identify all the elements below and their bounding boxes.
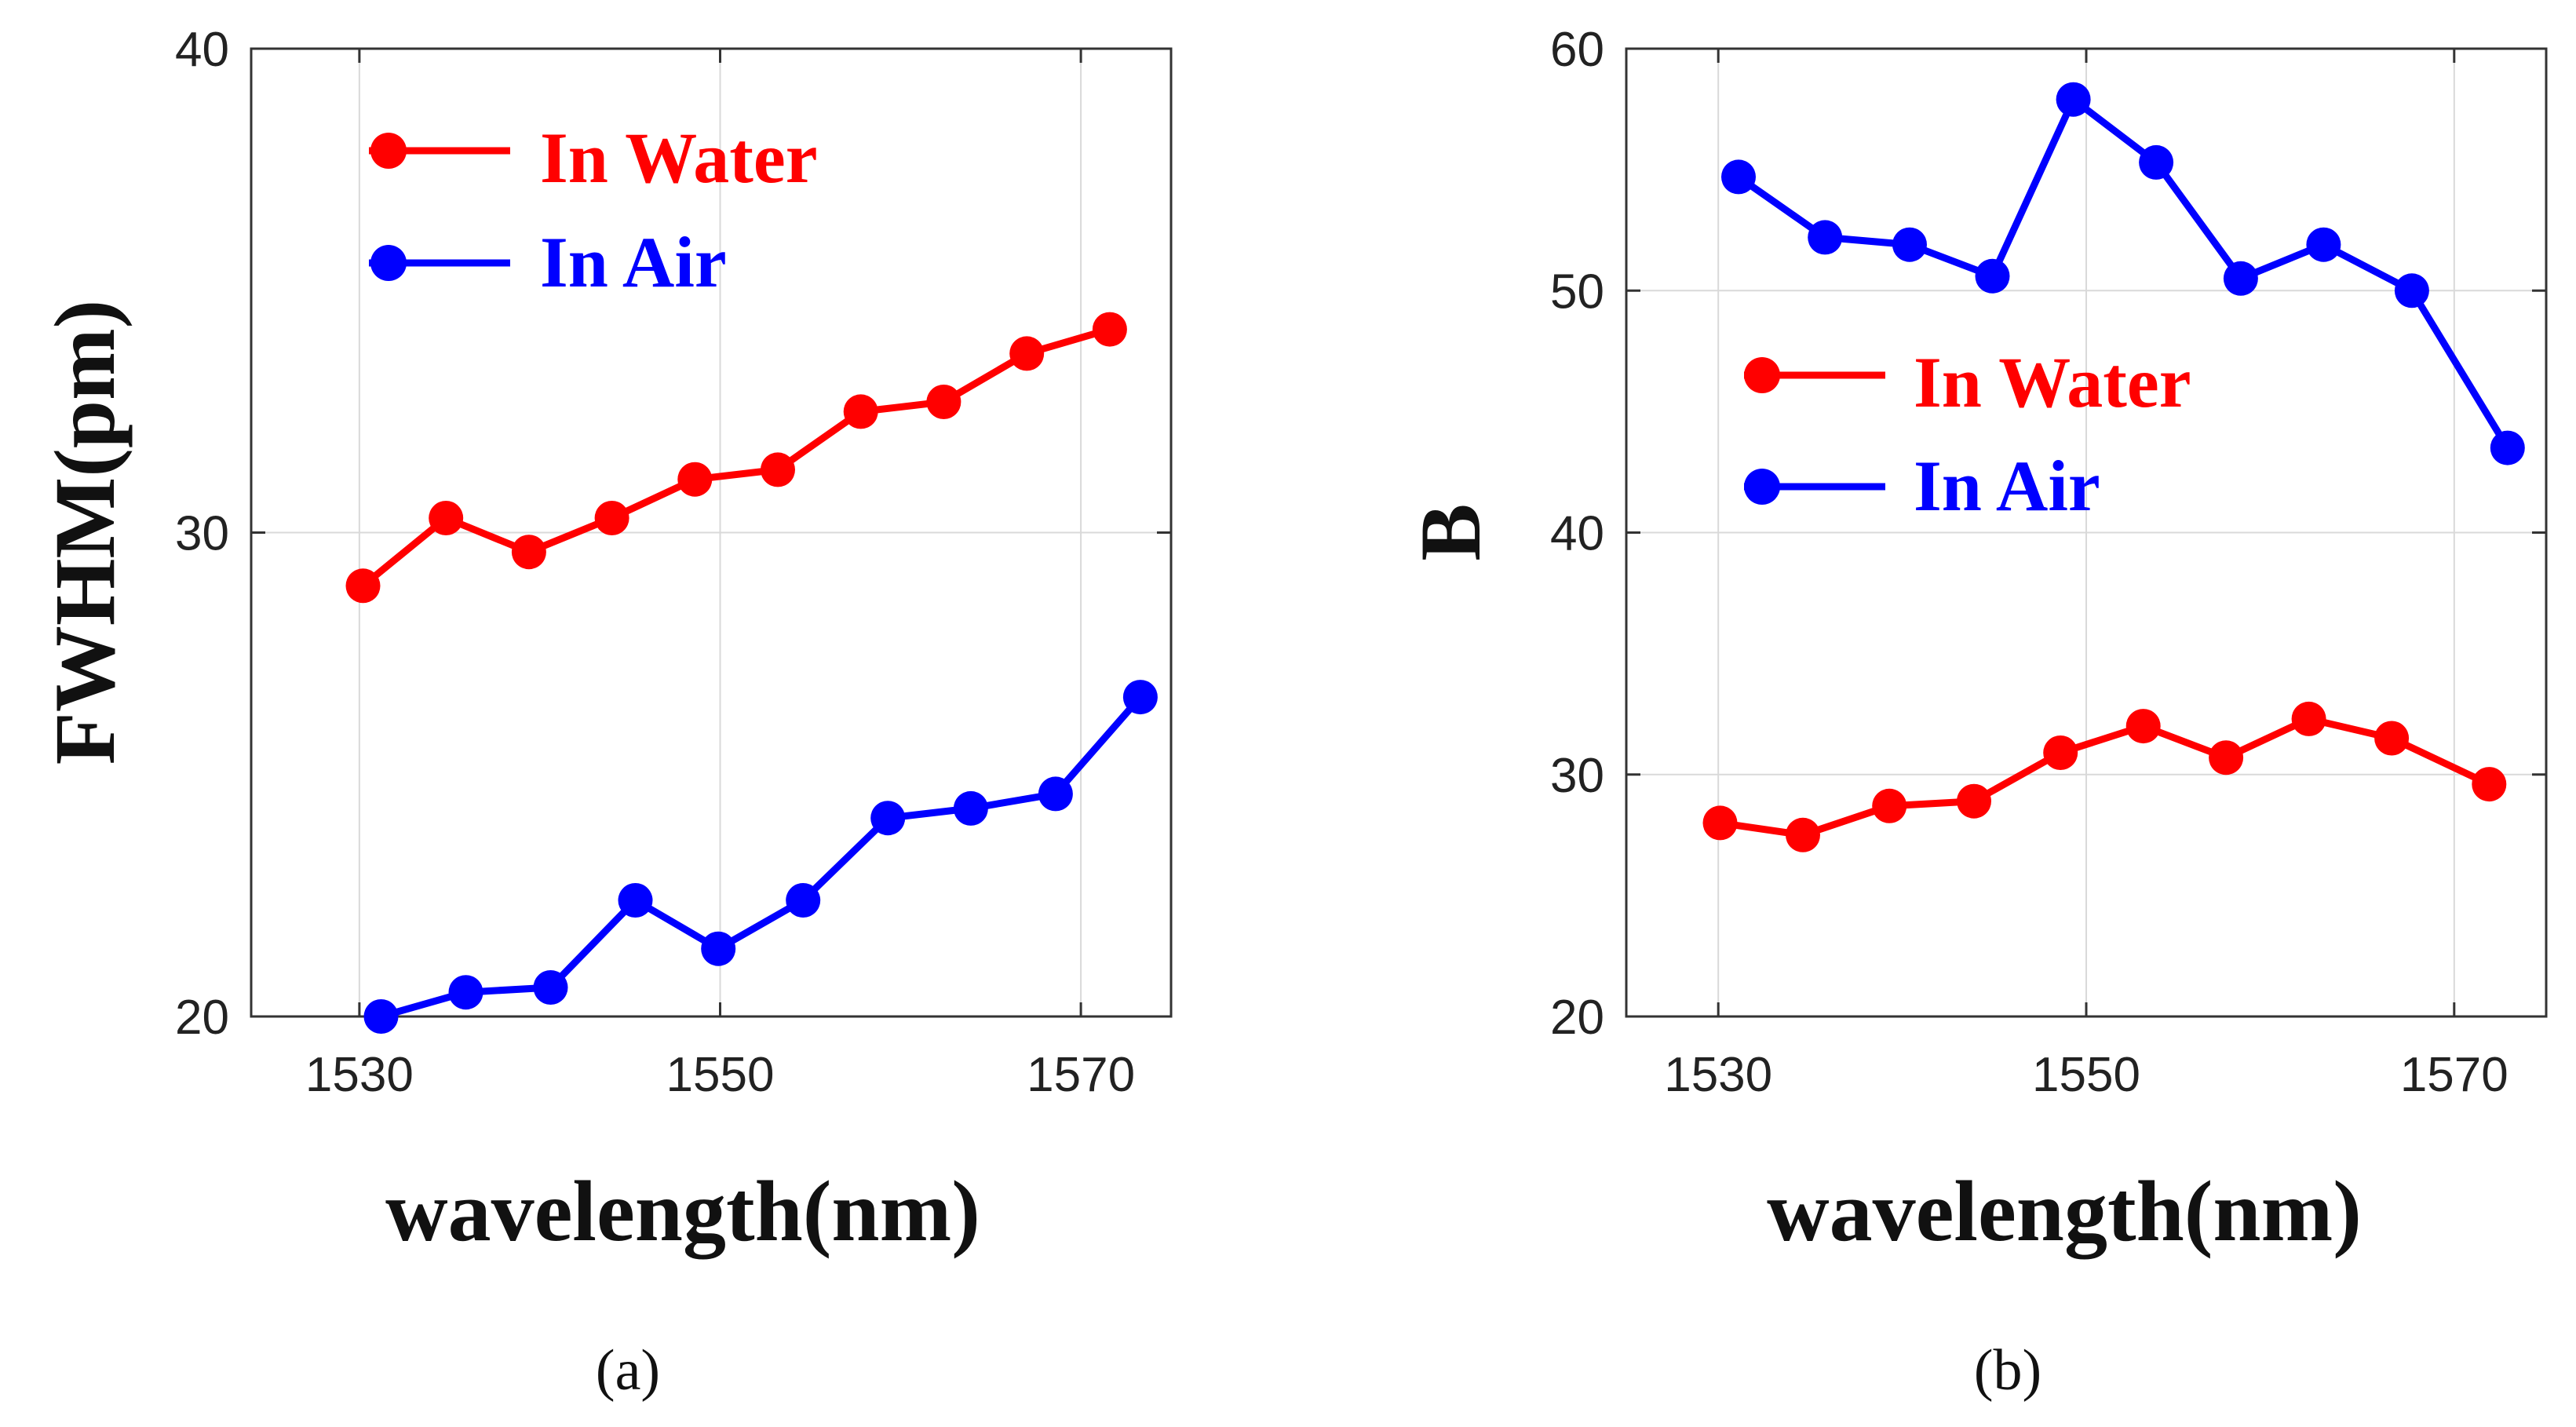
panel-b-point-in-air-2 <box>1892 227 1927 262</box>
panel-a-point-in-water-3 <box>594 501 629 535</box>
panel-a-legend-label-air: In Air <box>540 222 727 302</box>
panel-b-point-in-air-5 <box>2139 144 2174 180</box>
panel-a-chart: 1530 1550 1570 20 30 40 FWHM(pm) wavelength(n… <box>37 23 1173 1403</box>
panel-a-x-axis-title: wavelength(nm) <box>385 1163 980 1259</box>
panel-a-ticks <box>251 47 1171 1018</box>
panel-a-x-tick-label-1550: 1550 <box>666 1048 775 1102</box>
panel-a-y-tick-label-30: 30 <box>175 507 229 561</box>
panel-b-point-in-water-8 <box>2374 721 2410 756</box>
panel-a-point-in-air-3 <box>618 883 653 918</box>
panel-a-y-tick-label-20: 20 <box>175 991 229 1045</box>
panel-b-point-in-water-7 <box>2291 701 2326 736</box>
panel-b-point-in-water-0 <box>1702 805 1738 841</box>
panel-b-x-tick-label-1530: 1530 <box>1664 1048 1772 1102</box>
panel-b-legend-item-water: In Water <box>1744 342 2191 422</box>
panel-a-point-in-air-8 <box>1038 776 1073 812</box>
panel-a-point-in-water-9 <box>1092 312 1127 347</box>
panel-a-label: (a) <box>596 1338 660 1403</box>
panel-a-legend-item-water: In Water <box>369 118 818 198</box>
panel-a-point-in-air-9 <box>1122 680 1158 715</box>
panel-b-series <box>1702 82 2525 852</box>
panel-b-point-in-water-1 <box>1786 817 1820 852</box>
panel-a-x-tick-label-1530: 1530 <box>305 1048 414 1102</box>
panel-b-label: (b) <box>1974 1338 2041 1403</box>
panel-b-x-tick-label-1550: 1550 <box>2032 1048 2140 1102</box>
panel-b-point-in-air-6 <box>2223 261 2258 296</box>
panel-a-legend-label-water: In Water <box>540 118 818 198</box>
panel-a-series <box>345 312 1158 1034</box>
panel-b-point-in-air-7 <box>2306 227 2341 262</box>
panel-b-y-tick-label-30: 30 <box>1550 749 1604 803</box>
panel-b-legend-label-air: In Air <box>1914 446 2100 526</box>
panel-a-point-in-air-2 <box>533 970 568 1005</box>
panel-a-point-in-water-4 <box>677 462 713 497</box>
panel-a-line-in-water <box>359 326 1114 589</box>
panel-a-point-in-air-4 <box>701 931 736 966</box>
panel-a-legend: In Water In Air <box>369 118 818 302</box>
panel-a-point-in-water-5 <box>761 452 795 487</box>
panel-b-y-tick-label-60: 60 <box>1550 23 1604 77</box>
panel-b-point-in-air-0 <box>1721 159 1756 195</box>
panel-b-x-axis-title: wavelength(nm) <box>1767 1163 2362 1259</box>
panel-b-point-in-air-8 <box>2394 273 2429 308</box>
panel-b-point-in-air-1 <box>1808 220 1843 255</box>
panel-b-y-tick-label-50: 50 <box>1550 265 1604 319</box>
panel-b-point-in-water-4 <box>2043 735 2078 770</box>
panel-b-legend-label-water: In Water <box>1914 342 2191 422</box>
panel-b-point-in-air-4 <box>2056 82 2091 117</box>
panel-a-point-in-water-2 <box>511 535 546 570</box>
panel-b-point-in-water-3 <box>1957 783 1991 819</box>
panel-b-line-in-water <box>1717 715 2493 839</box>
panel-b-x-tick-label-1570: 1570 <box>2400 1048 2508 1102</box>
panel-b-point-in-water-2 <box>1872 788 1907 823</box>
panel-a-tick-labels: 1530 1550 1570 20 30 40 <box>175 23 1135 1102</box>
panel-b-point-in-water-5 <box>2125 709 2161 744</box>
panel-b-point-in-air-9 <box>2490 430 2525 465</box>
panel-a-point-in-air-0 <box>363 999 399 1034</box>
panel-b-legend: In Water In Air <box>1744 342 2191 526</box>
panel-a-x-tick-label-1570: 1570 <box>1027 1048 1135 1102</box>
panel-b-y-axis-title: B <box>1403 503 1498 560</box>
panel-b-line-in-air <box>1735 96 2512 452</box>
panel-a-legend-item-air: In Air <box>369 222 727 302</box>
panel-b-y-tick-label-40: 40 <box>1550 507 1604 561</box>
panel-b-point-in-water-9 <box>2472 767 2507 802</box>
panel-a-point-in-air-1 <box>448 975 483 1010</box>
panel-a-point-in-air-6 <box>870 801 906 836</box>
panel-a-point-in-water-7 <box>926 385 961 419</box>
panel-b-y-tick-label-20: 20 <box>1550 991 1604 1045</box>
panel-a-line-in-air <box>378 693 1144 1020</box>
panel-a-y-axis-title: FWHM(pm) <box>37 300 133 765</box>
panel-a-point-in-air-7 <box>953 790 988 826</box>
panel-a-point-in-air-5 <box>786 883 821 918</box>
panel-a-y-tick-label-40: 40 <box>175 23 229 77</box>
panel-a-point-in-water-1 <box>429 501 464 535</box>
panel-b-ticks <box>1626 47 2546 1018</box>
panel-a-point-in-water-0 <box>345 568 381 604</box>
panel-b-tick-labels: 1530 1550 1570 20 30 40 50 60 <box>1550 23 2508 1102</box>
panel-b-point-in-water-6 <box>2209 740 2244 776</box>
panel-b-point-in-air-3 <box>1975 258 2010 294</box>
panel-a-point-in-water-6 <box>843 394 878 429</box>
panel-a-point-in-water-8 <box>1009 336 1045 371</box>
panel-b-legend-item-air: In Air <box>1744 446 2100 526</box>
